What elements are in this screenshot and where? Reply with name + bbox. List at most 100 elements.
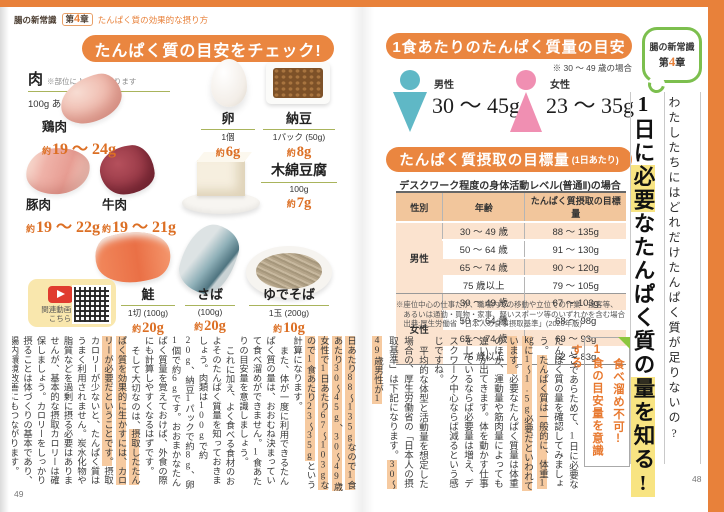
series-title: 腸の新常識 — [14, 14, 57, 25]
approx-label: 約 — [286, 199, 296, 209]
age-cell: 30 〜 49 歳 — [442, 293, 525, 311]
table-row: 男性 30 〜 49 歳 88 〜 135g — [396, 221, 626, 294]
age-cell: 75 歳以上 — [442, 275, 525, 294]
table-row: 女性 30 〜 49 歳 67 〜 103g — [396, 293, 626, 365]
natto-photo — [266, 62, 330, 104]
approx-label: 約 — [194, 322, 204, 332]
article-paragraph: これに加え、よく食べる食材のおよそのたんぱく質量を知っておきましょう。肉類は10… — [140, 336, 235, 492]
article-text: 平均的な体型と活動量を想定した場合の、厚生労働省の「日本人の摂取基準」は下記にな… — [387, 336, 427, 488]
food-name: 豚肉 — [26, 198, 52, 212]
male-protein-value: 30 〜 45g — [432, 93, 521, 118]
food-amount: 約20g — [182, 318, 238, 335]
per-meal-section-title: 1食あたりのたんぱく質量の目安 — [386, 33, 632, 59]
chapter-post: 章 — [80, 14, 89, 24]
meat-header-name: 肉 — [28, 72, 44, 88]
col-header-gender: 性別 — [396, 192, 443, 223]
female-icon-head — [516, 70, 536, 90]
age-cell: 50 〜 64 歳 — [442, 310, 525, 329]
badge-chapter: 第4章 — [659, 54, 686, 70]
food-amount: 約19 〜 21g — [102, 213, 176, 237]
corner-fold-icon — [618, 337, 630, 349]
target-cell: 90 〜 120g — [524, 257, 626, 276]
food-qty: 1パック (50g) — [272, 132, 326, 142]
food-amount: 約20g — [118, 320, 178, 337]
intestine-chapter-badge: 腸の新常識 第4章 — [642, 27, 702, 83]
food-name: 木綿豆腐 — [271, 164, 327, 179]
approx-label: 約 — [26, 224, 36, 234]
target-table-title-text: たんぱく質摂取の目標量 — [399, 153, 570, 169]
approx-label: 約 — [102, 224, 112, 234]
chapter-num: 4 — [74, 13, 81, 25]
article-paragraph: ここであらためて、1日に必要なたんぱく質の量を確認してみましょう。たんぱく質は一… — [429, 336, 579, 492]
target-cell: 88 〜 135g — [524, 221, 626, 240]
food-name: 納豆 — [285, 111, 312, 126]
target-table-title: たんぱく質摂取の目標量 (1日あたり) — [386, 147, 632, 172]
label-rule — [261, 182, 337, 183]
amount-value: 8g — [296, 144, 312, 160]
article-text: 必要なたんぱく質量は体重のほか、運動量や筋肉量によっても違いが出てきます。体を動… — [432, 336, 517, 488]
article-text: ここであらためて、1日に必要なたんぱく質の量を確認してみましょう。 — [537, 336, 577, 489]
col-header-target: たんぱく質摂取の目標量 — [524, 192, 626, 223]
divider-rule — [630, 92, 631, 464]
article-paragraph: 平均的な体型と活動量を想定した場合の、厚生労働省の「日本人の摂取基準」は下記にな… — [369, 336, 429, 492]
table-row: 50 〜 64 歳 68 〜 98g — [396, 310, 626, 329]
food-name: 卵 — [221, 111, 235, 126]
female-label: 女性 — [550, 80, 570, 91]
food-qty: 100g — [289, 184, 309, 194]
chapter-main-title: 1日に必要なたんぱく質の量を知る! — [628, 92, 659, 512]
article-paragraph: そして大切なのは、摂取したたんぱく質を効果的に生かすには、カロリーが必要だという… — [12, 336, 140, 492]
amount-value: 20g — [204, 318, 226, 334]
amount-value: 7g — [296, 195, 312, 211]
label-rule — [121, 305, 175, 306]
food-name: さば — [196, 287, 223, 302]
food-label-soba: ゆでそば 1玉 (200g) 約10g — [246, 284, 332, 337]
age-cell: 75 歳以上 — [442, 346, 525, 365]
article-text: また、体が一度に利用できるたんぱく質の量は、おおむね決まっていて食べ溜めができま… — [237, 336, 288, 486]
approx-label: 約 — [215, 148, 225, 158]
subhead-line1: 食べ溜め不可! — [612, 358, 624, 446]
natto-beans — [273, 68, 323, 98]
qr-code — [72, 285, 111, 324]
food-qty: 1玉 (200g) — [268, 308, 310, 318]
tofu-photo — [197, 160, 245, 196]
food-label-pork: 豚肉 約19 〜 22g — [26, 194, 100, 237]
badge-chapter-num: 4 — [668, 54, 676, 69]
article-text: そして大切なのは、 — [129, 345, 139, 430]
footnote-source: 出典:厚生労働省「日本人の食事摂取基準」(2020年版) — [396, 319, 583, 328]
food-label-natto: 納豆 1パック (50g) 約8g — [260, 108, 338, 161]
gender-cell-female: 女性 — [396, 293, 443, 365]
food-label-mackerel: さば (100g) 約20g — [182, 284, 238, 335]
title-highlight: 必要 — [631, 165, 655, 212]
target-cell: 69 〜 93g — [524, 328, 626, 347]
article-paragraph: また、体が一度に利用できるたんぱく質の量は、おおむね決まっていて食べ溜めができま… — [235, 336, 289, 492]
right-accent-bar — [708, 7, 724, 512]
age-cell: 30 〜 49 歳 — [442, 221, 525, 240]
approx-label: 約 — [273, 324, 283, 334]
table-row: 65 〜 74 歳 69 〜 93g — [396, 328, 626, 347]
food-label-beef: 牛肉 約19 〜 21g — [102, 194, 176, 237]
article-paragraph: 日あたり88〜135gなので1食あたり30〜45g、30〜49歳女性で1日あたり… — [289, 336, 357, 492]
age-cell: 65 〜 74 歳 — [442, 257, 525, 276]
related-video-badge: 関連動画は こちら — [28, 279, 116, 327]
left-section-title: たんぱく質の目安をチェック! — [82, 35, 334, 62]
food-qty: 1個 — [221, 132, 235, 142]
food-label-tofu: 木綿豆腐 100g 約7g — [258, 160, 340, 212]
title-highlight: 量を知る! — [631, 376, 655, 497]
female-icon-body — [510, 92, 542, 132]
per-meal-note: ※ 30 〜 49 歳の場合 — [552, 63, 632, 73]
badge-series: 腸の新常識 — [649, 42, 695, 52]
age-cell: 50 〜 64 歳 — [442, 239, 525, 258]
label-rule — [201, 129, 255, 130]
youtube-play-icon — [48, 286, 73, 303]
food-amount: 約19 〜 22g — [26, 213, 100, 237]
badge-chapter-post: 章 — [675, 58, 686, 69]
running-header: 腸の新常識 第4章 たんぱく質の効果的な摂り方 — [14, 13, 208, 26]
tofu-plate — [182, 192, 260, 214]
table-header-row: 性別 年齢 たんぱく質摂取の目標量 — [396, 192, 626, 223]
target-cell: 79 〜 105g — [524, 275, 626, 294]
amount-value: 19 〜 24g — [52, 141, 117, 158]
label-rule — [263, 129, 335, 130]
amount-value: 6g — [225, 144, 241, 160]
article-body-right: ここであらためて、1日に必要なたんぱく質の量を確認してみましょう。たんぱく質は一… — [364, 336, 579, 492]
